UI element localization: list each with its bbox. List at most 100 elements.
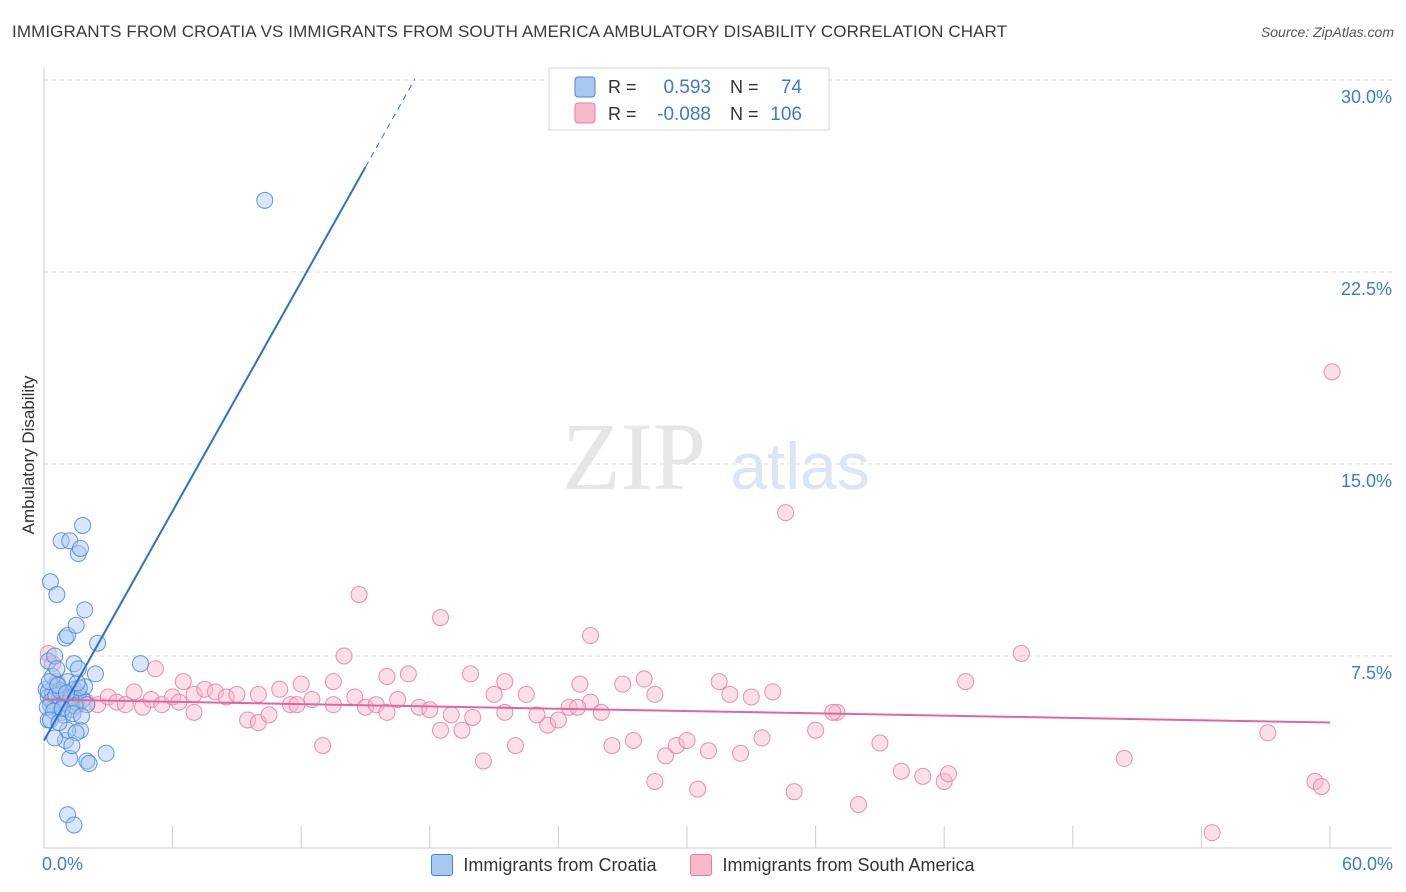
south-america-point xyxy=(1259,724,1277,742)
south-america-point xyxy=(939,765,957,783)
legend-item-croatia[interactable]: Immigrants from Croatia xyxy=(431,854,656,876)
croatia-point xyxy=(46,729,64,747)
south-america-point xyxy=(777,504,795,522)
south-america-point xyxy=(892,762,910,780)
croatia-point xyxy=(67,616,85,634)
south-america-point xyxy=(807,721,825,739)
south-america-point xyxy=(646,685,664,703)
south-america-point xyxy=(453,721,471,739)
south-america-point xyxy=(239,711,257,729)
croatia-point xyxy=(63,737,81,755)
watermark-zip: ZIP xyxy=(562,403,706,510)
south-america-point xyxy=(1012,644,1030,662)
south-america-point xyxy=(742,688,760,706)
watermark-atlas: atlas xyxy=(730,429,869,503)
source-label: Source: ZipAtlas.com xyxy=(1260,24,1394,40)
south-america-point xyxy=(732,744,750,762)
south-america-point xyxy=(146,660,164,678)
stats-r-value-pink: -0.088 xyxy=(657,104,711,125)
croatia-point xyxy=(71,539,89,557)
south-america-points xyxy=(39,363,1341,842)
trend-lines xyxy=(43,78,1331,741)
south-america-point xyxy=(699,742,717,760)
croatia-point xyxy=(56,629,74,647)
south-america-point xyxy=(357,698,374,716)
south-america-point xyxy=(1312,778,1330,796)
south-america-point xyxy=(442,706,460,724)
croatia-points xyxy=(37,191,274,834)
south-america-point xyxy=(228,685,246,703)
south-america-point xyxy=(614,675,632,693)
croatia-point xyxy=(44,667,62,685)
south-america-point xyxy=(350,586,368,604)
y-axis-label: Ambulatory Disability xyxy=(19,375,38,534)
south-america-point xyxy=(957,673,975,691)
stats-legend-swatch-blue xyxy=(574,76,596,98)
croatia-point xyxy=(73,707,91,725)
south-america-point xyxy=(582,627,600,645)
x-tick-labels: 0.0% 60.0% xyxy=(42,854,1393,874)
south-america-point xyxy=(389,691,407,709)
watermark: ZIP atlas xyxy=(562,403,870,510)
south-america-point xyxy=(549,711,567,729)
south-america-point xyxy=(324,673,342,691)
x-tick-label-1: 60.0% xyxy=(1342,854,1393,874)
stats-n-label-pink: N = xyxy=(730,104,759,124)
south-america-point xyxy=(849,795,867,813)
south-america-point xyxy=(569,698,587,716)
croatia-point xyxy=(74,516,92,534)
croatia-point xyxy=(86,665,104,683)
croatia-point xyxy=(76,601,94,619)
south-america-point xyxy=(217,688,235,706)
south-america-point xyxy=(421,701,439,719)
south-america-point xyxy=(464,708,482,726)
south-america-point xyxy=(474,752,492,770)
stats-n-label-blue: N = xyxy=(730,77,759,97)
croatia-point xyxy=(131,655,149,673)
south-america-point xyxy=(432,609,450,627)
south-america-point xyxy=(667,737,685,755)
south-america-point xyxy=(624,731,642,749)
south-america-point xyxy=(571,675,589,693)
south-america-point xyxy=(335,647,353,665)
gridlines xyxy=(44,79,1392,657)
legend-swatch-south-america xyxy=(690,854,713,876)
south-america-point xyxy=(764,683,782,701)
croatia-point xyxy=(65,816,83,834)
y-tick-label-2: 22.5% xyxy=(1341,279,1392,299)
south-america-point xyxy=(871,734,889,752)
axes xyxy=(43,68,1392,849)
south-america-point xyxy=(399,665,417,683)
croatia-point xyxy=(46,647,64,665)
stats-r-value-blue: 0.593 xyxy=(663,77,711,98)
south-america-point xyxy=(249,685,267,703)
stats-n-value-blue: 74 xyxy=(781,77,803,98)
south-america-point xyxy=(196,680,214,698)
south-america-point xyxy=(485,685,503,703)
croatia-point xyxy=(40,673,58,691)
croatia-trend-line xyxy=(43,166,367,741)
croatia-point xyxy=(80,755,98,773)
stats-r-label-blue: R = xyxy=(608,77,637,97)
legend-item-south-america[interactable]: Immigrants from South America xyxy=(690,854,975,876)
south-america-point xyxy=(539,716,557,734)
croatia-trend-extension xyxy=(365,78,416,168)
south-america-point xyxy=(646,772,664,790)
south-america-point xyxy=(125,683,143,701)
y-tick-label-3: 30.0% xyxy=(1341,87,1392,107)
south-america-point xyxy=(560,698,578,716)
x-tick-label-0: 0.0% xyxy=(42,854,83,874)
south-america-point xyxy=(185,703,203,721)
croatia-point xyxy=(52,532,70,550)
croatia-point xyxy=(78,752,96,770)
south-america-point xyxy=(378,667,396,685)
y-tick-label-0: 7.5% xyxy=(1351,663,1392,683)
croatia-point xyxy=(48,586,66,604)
south-america-point xyxy=(1323,363,1341,381)
south-america-point xyxy=(528,706,546,724)
croatia-point xyxy=(61,749,79,767)
south-america-point xyxy=(517,685,535,703)
south-america-point xyxy=(314,737,332,755)
south-america-point xyxy=(710,673,728,691)
